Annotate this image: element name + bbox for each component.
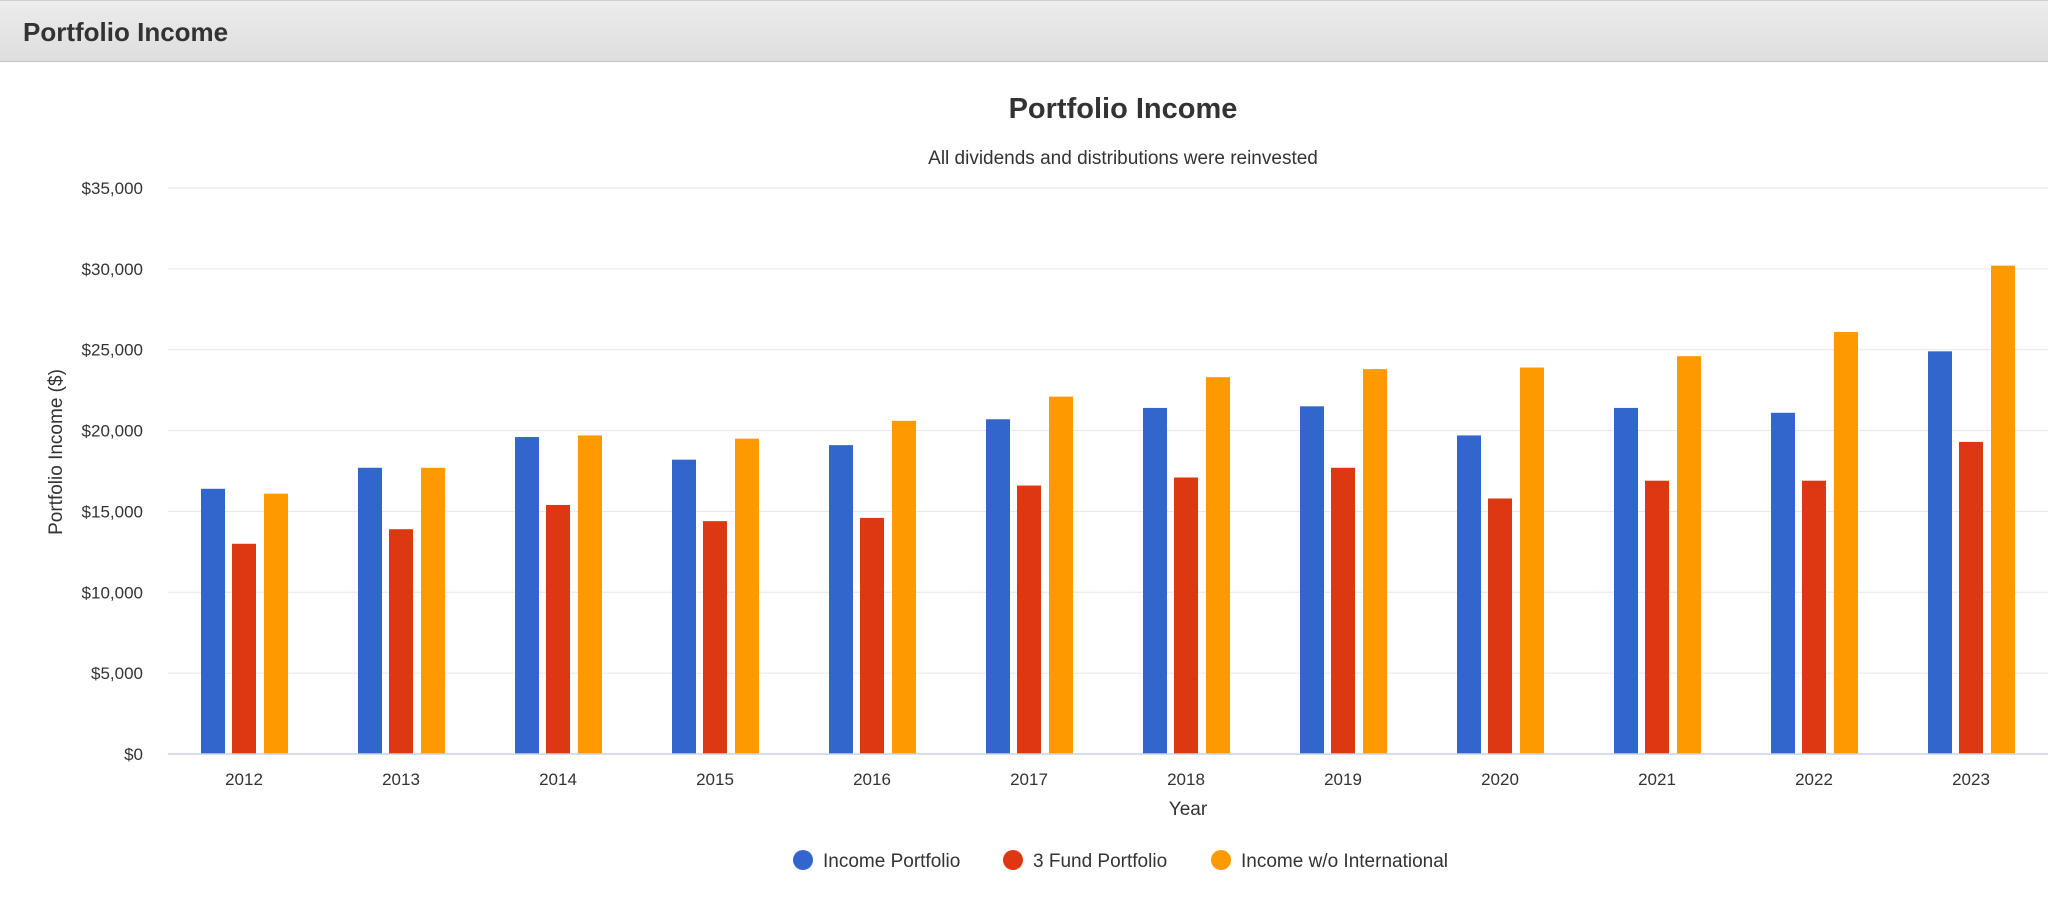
bar[interactable]: [703, 521, 727, 754]
y-tick-label: $5,000: [91, 664, 143, 683]
x-tick-label: 2012: [225, 770, 263, 789]
y-tick-label: $30,000: [82, 260, 143, 279]
panel-title: Portfolio Income: [23, 17, 229, 47]
x-tick-label: 2018: [1167, 770, 1205, 789]
y-tick-label: $20,000: [82, 422, 143, 441]
bar[interactable]: [578, 435, 602, 754]
bar[interactable]: [1174, 477, 1198, 754]
bar[interactable]: [1771, 412, 1795, 754]
bar[interactable]: [1457, 435, 1481, 754]
bar[interactable]: [358, 467, 382, 754]
x-axis-title: Year: [1169, 799, 1208, 820]
bar[interactable]: [1928, 351, 1952, 754]
x-tick-label: 2020: [1481, 770, 1519, 789]
legend-label: 3 Fund Portfolio: [1033, 851, 1167, 872]
bar[interactable]: [1834, 331, 1858, 754]
x-tick-label: 2013: [382, 770, 420, 789]
y-axis-title: Portfolio Income ($): [46, 369, 67, 535]
bar[interactable]: [1991, 265, 2015, 754]
axes: $0 $5,000 $10,000 $15,000 $20,000 $25,000 $30,…: [82, 179, 2048, 789]
legend-marker: [1211, 850, 1231, 870]
bar[interactable]: [232, 543, 256, 754]
bar[interactable]: [1614, 407, 1638, 754]
chart-title: Portfolio Income: [1009, 93, 1238, 125]
legend-marker: [793, 850, 813, 870]
bar[interactable]: [1143, 407, 1167, 754]
bar[interactable]: [421, 467, 445, 754]
x-tick-label: 2021: [1638, 770, 1676, 789]
legend-label: Income w/o International: [1241, 851, 1448, 872]
gridlines: [168, 187, 2048, 674]
bar[interactable]: [672, 459, 696, 754]
y-tick-label: $35,000: [82, 179, 143, 198]
bar[interactable]: [1959, 441, 1983, 754]
bar[interactable]: [1049, 396, 1073, 754]
legend-item[interactable]: Income Portfolio: [793, 850, 960, 872]
x-tick-label: 2022: [1795, 770, 1833, 789]
bar[interactable]: [1363, 369, 1387, 754]
panel-header: Portfolio Income: [0, 0, 2048, 62]
bar[interactable]: [735, 438, 759, 754]
bar[interactable]: [1206, 377, 1230, 754]
bar[interactable]: [1331, 467, 1355, 754]
y-tick-label: $0: [124, 745, 143, 764]
x-tick-label: 2017: [1010, 770, 1048, 789]
bar[interactable]: [1488, 498, 1512, 754]
bar[interactable]: [1017, 485, 1041, 754]
bar[interactable]: [389, 529, 413, 754]
x-tick-label: 2015: [696, 770, 734, 789]
legend: Income Portfolio 3 Fund Portfolio Income w…: [793, 850, 1448, 872]
bar[interactable]: [1802, 480, 1826, 754]
bar[interactable]: [1300, 406, 1324, 754]
bar[interactable]: [892, 420, 916, 754]
bar[interactable]: [264, 493, 288, 754]
y-tick-label: $25,000: [82, 341, 143, 360]
bar[interactable]: [515, 437, 539, 754]
x-tick-label: 2014: [539, 770, 577, 789]
bars: [201, 265, 2015, 754]
chart-subtitle: All dividends and distributions were rei…: [928, 148, 1318, 169]
bar[interactable]: [860, 517, 884, 754]
x-tick-label: 2019: [1324, 770, 1362, 789]
bar[interactable]: [986, 419, 1010, 754]
x-tick-label: 2016: [853, 770, 891, 789]
bar[interactable]: [1520, 367, 1544, 754]
y-tick-label: $15,000: [82, 502, 143, 521]
x-tick-label: 2023: [1952, 770, 1990, 789]
legend-marker: [1003, 850, 1023, 870]
bar[interactable]: [201, 488, 225, 754]
portfolio-income-chart: Portfolio Income All dividends and distr…: [46, 93, 2048, 872]
bar[interactable]: [1645, 480, 1669, 754]
bar[interactable]: [829, 445, 853, 754]
legend-item[interactable]: Income w/o International: [1211, 850, 1448, 872]
y-tick-label: $10,000: [82, 583, 143, 602]
legend-item[interactable]: 3 Fund Portfolio: [1003, 850, 1167, 872]
legend-label: Income Portfolio: [823, 851, 960, 872]
bar[interactable]: [1677, 356, 1701, 754]
bar[interactable]: [546, 504, 570, 754]
